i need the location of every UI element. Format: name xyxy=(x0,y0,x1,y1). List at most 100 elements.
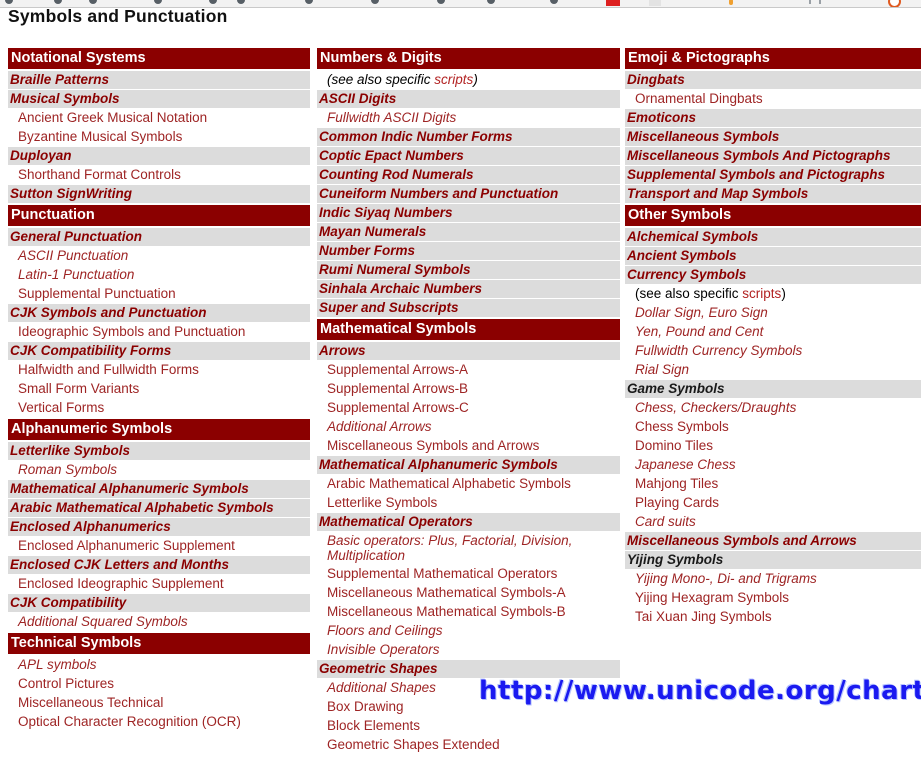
block-group-link[interactable]: Transport and Map Symbols xyxy=(627,186,809,201)
block-link[interactable]: Fullwidth ASCII Digits xyxy=(327,110,457,125)
block-link[interactable]: Block Elements xyxy=(327,718,421,733)
scripts-link[interactable]: scripts xyxy=(434,72,474,87)
block-group-link[interactable]: Miscellaneous Symbols and Arrows xyxy=(627,533,857,548)
block-link[interactable]: Miscellaneous Technical xyxy=(18,695,164,710)
block-group-link[interactable]: Counting Rod Numerals xyxy=(319,167,474,182)
block-link[interactable]: Halfwidth and Fullwidth Forms xyxy=(18,362,199,377)
block-group-link[interactable]: Number Forms xyxy=(319,243,416,258)
block-group-link[interactable]: Dingbats xyxy=(627,72,685,87)
block-link[interactable]: Shorthand Format Controls xyxy=(18,167,181,182)
block-link[interactable]: Small Form Variants xyxy=(18,381,140,396)
block-link[interactable]: Supplemental Mathematical Operators xyxy=(327,566,558,581)
block-link[interactable]: Rial Sign xyxy=(635,362,690,377)
block-group-link[interactable]: Mathematical Operators xyxy=(319,514,473,529)
block-link[interactable]: Yen, Pound and Cent xyxy=(635,324,764,339)
block-group-link[interactable]: Supplemental Symbols and Pictographs xyxy=(627,167,886,182)
block-group-link[interactable]: Cuneiform Numbers and Punctuation xyxy=(319,186,559,201)
block-link[interactable]: Enclosed Ideographic Supplement xyxy=(18,576,224,591)
toolbar-icon[interactable] xyxy=(550,0,558,4)
block-group-link[interactable]: Super and Subscripts xyxy=(319,300,459,315)
block-group-link[interactable]: Enclosed Alphanumerics xyxy=(10,519,171,534)
block-link[interactable]: Enclosed Alphanumeric Supplement xyxy=(18,538,235,553)
block-group-link[interactable]: Sutton SignWriting xyxy=(10,186,132,201)
block-link[interactable]: Miscellaneous Mathematical Symbols-A xyxy=(327,585,566,600)
block-link[interactable]: Roman Symbols xyxy=(18,462,118,477)
block-link[interactable]: Invisible Operators xyxy=(327,642,440,657)
block-group-link[interactable]: Ancient Symbols xyxy=(627,248,737,263)
toolbar-marks-icon[interactable] xyxy=(809,0,821,4)
toolbar-icon[interactable] xyxy=(209,0,217,4)
block-link[interactable]: Miscellaneous Mathematical Symbols-B xyxy=(327,604,566,619)
block-link[interactable]: Byzantine Musical Symbols xyxy=(18,129,183,144)
block-group-link[interactable]: Arabic Mathematical Alphabetic Symbols xyxy=(10,500,274,515)
block-link[interactable]: Vertical Forms xyxy=(18,400,105,415)
block-group-link[interactable]: ASCII Digits xyxy=(319,91,397,106)
block-link[interactable]: Additional Squared Symbols xyxy=(18,614,188,629)
block-link[interactable]: Domino Tiles xyxy=(635,438,714,453)
block-group-link[interactable]: Miscellaneous Symbols And Pictographs xyxy=(627,148,891,163)
toolbar-icon[interactable] xyxy=(487,0,495,4)
toolbar-gray-icon[interactable] xyxy=(649,0,661,6)
toolbar-icon[interactable] xyxy=(437,0,445,4)
block-link[interactable]: Additional Shapes xyxy=(327,680,436,695)
block-link[interactable]: Geometric Shapes Extended xyxy=(327,737,500,752)
block-group-link[interactable]: Arrows xyxy=(319,343,366,358)
block-link[interactable]: ASCII Punctuation xyxy=(18,248,129,263)
block-group-link[interactable]: CJK Symbols and Punctuation xyxy=(10,305,207,320)
block-group-link[interactable]: Duployan xyxy=(10,148,72,163)
toolbar-icon[interactable] xyxy=(371,0,379,4)
block-link[interactable]: Supplemental Arrows-C xyxy=(327,400,469,415)
block-group-link[interactable]: General Punctuation xyxy=(10,229,143,244)
block-group-link[interactable]: Alchemical Symbols xyxy=(627,229,759,244)
block-link[interactable]: Supplemental Punctuation xyxy=(18,286,176,301)
toolbar-logo-icon[interactable] xyxy=(888,0,901,7)
toolbar-icon[interactable] xyxy=(54,0,62,4)
scripts-link[interactable]: scripts xyxy=(742,286,782,301)
block-group-link[interactable]: Rumi Numeral Symbols xyxy=(319,262,471,277)
block-link[interactable]: Yijing Hexagram Symbols xyxy=(635,590,790,605)
block-link[interactable]: Arabic Mathematical Alphabetic Symbols xyxy=(327,476,571,491)
block-link[interactable]: Card suits xyxy=(635,514,696,529)
block-link[interactable]: Japanese Chess xyxy=(635,457,736,472)
toolbar-icon[interactable] xyxy=(5,0,13,4)
toolbar-orange-icon[interactable] xyxy=(729,0,733,5)
toolbar-red-icon[interactable] xyxy=(606,0,620,6)
block-link[interactable]: Letterlike Symbols xyxy=(327,495,438,510)
block-group-link[interactable]: Mathematical Alphanumeric Symbols xyxy=(319,457,558,472)
block-link[interactable]: Optical Character Recognition (OCR) xyxy=(18,714,241,729)
block-group-link[interactable]: Geometric Shapes xyxy=(319,661,438,676)
block-group-link[interactable]: Braille Patterns xyxy=(10,72,110,87)
block-link[interactable]: Chess Symbols xyxy=(635,419,729,434)
block-link[interactable]: Ancient Greek Musical Notation xyxy=(18,110,208,125)
block-link[interactable]: Ornamental Dingbats xyxy=(635,91,763,106)
block-link[interactable]: Basic operators: Plus, Factorial, Divisi… xyxy=(327,533,573,563)
block-group-link[interactable]: Emoticons xyxy=(627,110,697,125)
block-link[interactable]: APL symbols xyxy=(18,657,97,672)
block-group-link[interactable]: Letterlike Symbols xyxy=(10,443,131,458)
toolbar-icon[interactable] xyxy=(154,0,162,4)
toolbar-icon[interactable] xyxy=(305,0,313,4)
block-link[interactable]: Dollar Sign, Euro Sign xyxy=(635,305,768,320)
block-group-link[interactable]: Enclosed CJK Letters and Months xyxy=(10,557,230,572)
block-group-link[interactable]: Mathematical Alphanumeric Symbols xyxy=(10,481,249,496)
block-link[interactable]: Chess, Checkers/Draughts xyxy=(635,400,797,415)
block-link[interactable]: Supplemental Arrows-B xyxy=(327,381,469,396)
block-group-link[interactable]: CJK Compatibility Forms xyxy=(10,343,172,358)
block-link[interactable]: Ideographic Symbols and Punctuation xyxy=(18,324,246,339)
block-link[interactable]: Additional Arrows xyxy=(327,419,432,434)
block-link[interactable]: Tai Xuan Jing Symbols xyxy=(635,609,772,624)
block-group-link[interactable]: Currency Symbols xyxy=(627,267,747,282)
block-link[interactable]: Supplemental Arrows-A xyxy=(327,362,469,377)
block-link[interactable]: Control Pictures xyxy=(18,676,115,691)
block-link[interactable]: Latin-1 Punctuation xyxy=(18,267,135,282)
block-group-link[interactable]: Coptic Epact Numbers xyxy=(319,148,464,163)
block-link[interactable]: Yijing Mono-, Di- and Trigrams xyxy=(635,571,817,586)
block-group-link[interactable]: CJK Compatibility xyxy=(10,595,127,610)
block-group-link[interactable]: Indic Siyaq Numbers xyxy=(319,205,453,220)
block-link[interactable]: Fullwidth Currency Symbols xyxy=(635,343,803,358)
block-link[interactable]: Miscellaneous Symbols and Arrows xyxy=(327,438,540,453)
toolbar-icon[interactable] xyxy=(237,0,245,4)
block-group-link[interactable]: Miscellaneous Symbols xyxy=(627,129,780,144)
block-link[interactable]: Floors and Ceilings xyxy=(327,623,443,638)
block-link[interactable]: Mahjong Tiles xyxy=(635,476,719,491)
